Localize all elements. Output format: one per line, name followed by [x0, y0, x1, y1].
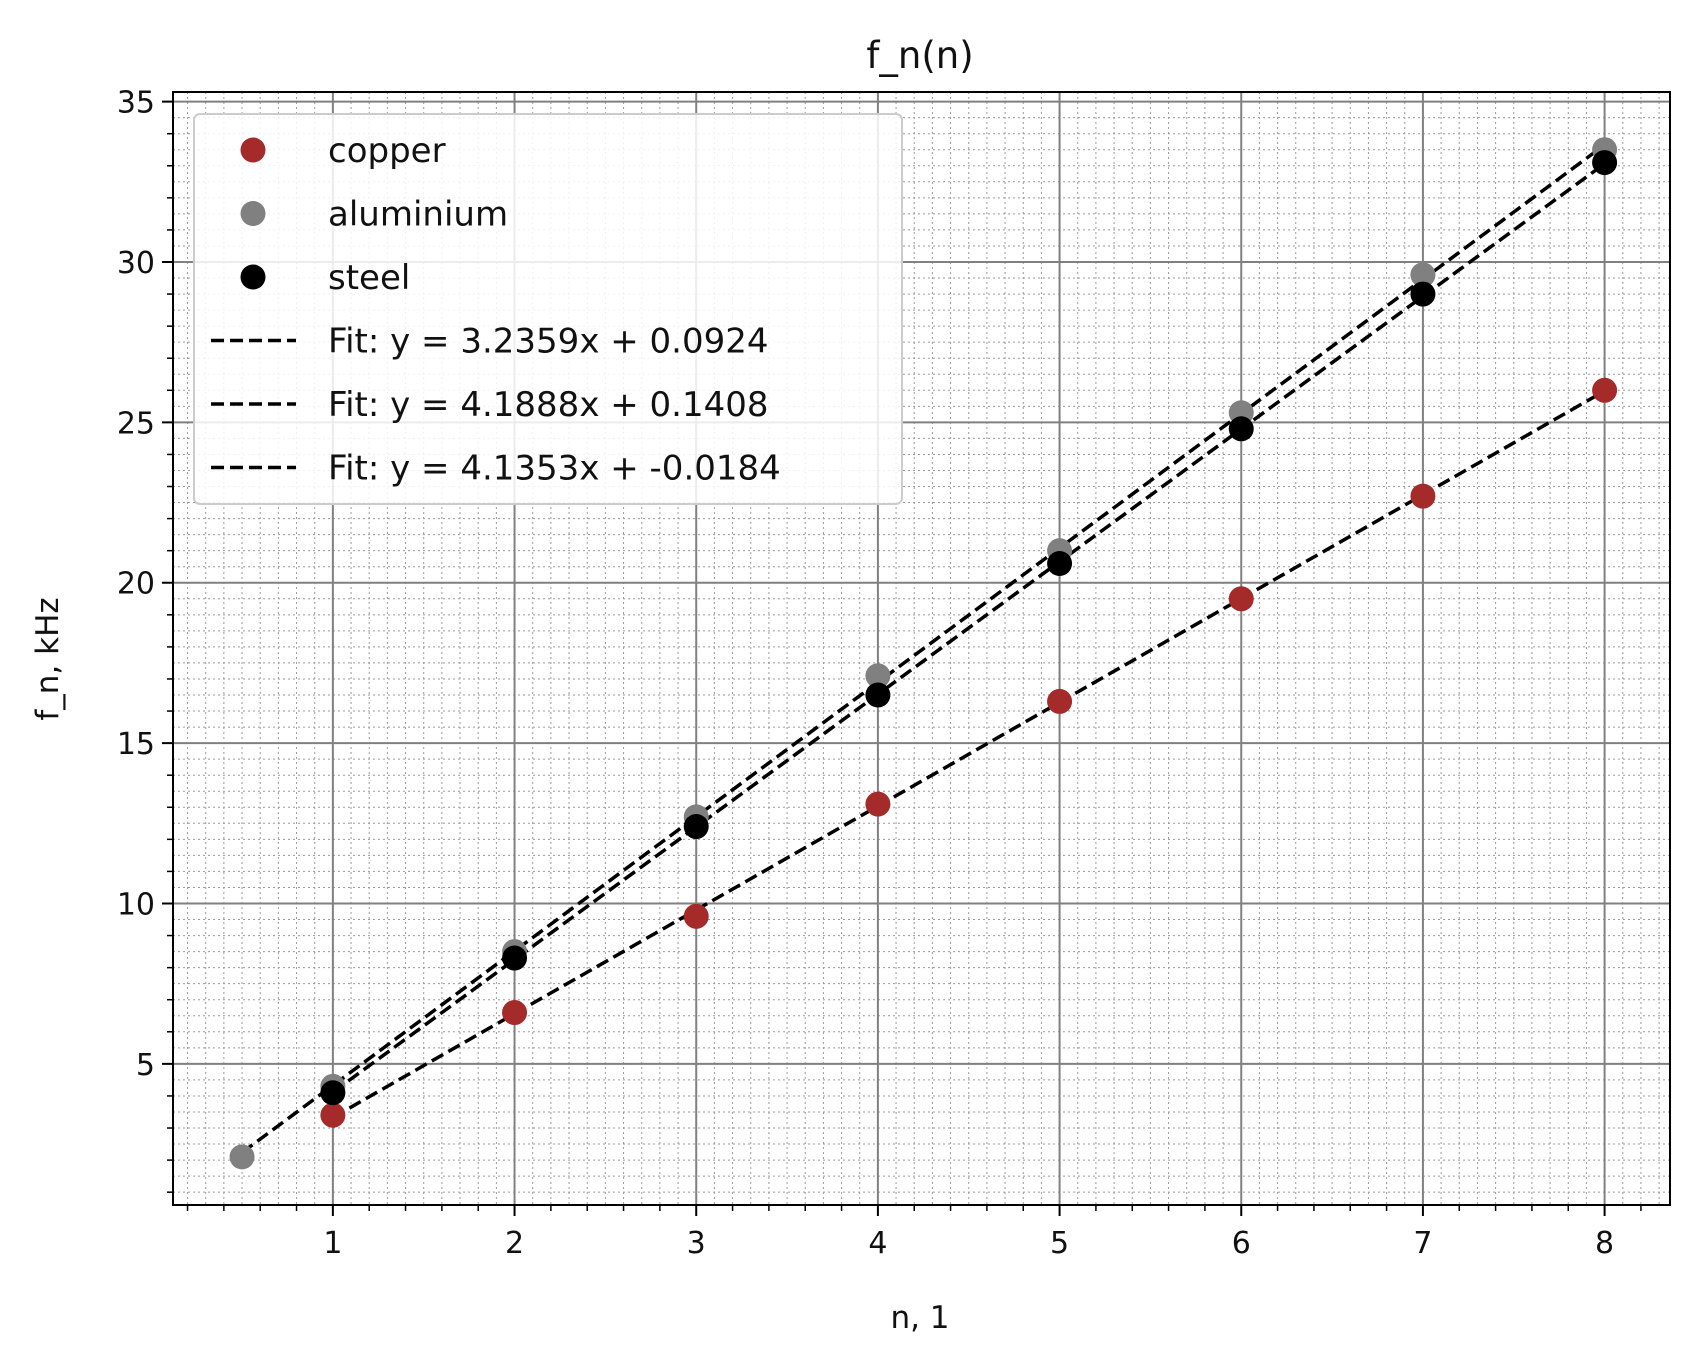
x-tick-label: 7 [1413, 1226, 1432, 1261]
series-copper [320, 377, 1618, 1128]
data-point-steel [683, 814, 709, 840]
fit-line-1 [332, 389, 1606, 1120]
legend-marker-copper [240, 137, 266, 163]
data-point-aluminium [229, 1144, 255, 1170]
x-axis-title: n, 1 [890, 1300, 949, 1336]
x-tick-label: 4 [868, 1226, 887, 1261]
legend-label: Fit: y = 4.1888x + 0.1408 [328, 385, 769, 425]
legend-marker-aluminium [240, 201, 266, 226]
y-axis-title: f_n, kHz [30, 597, 66, 720]
data-point-copper [1047, 688, 1073, 714]
y-tick-label: 20 [117, 567, 155, 602]
data-point-steel [1410, 281, 1436, 307]
data-point-copper [502, 1000, 528, 1026]
data-point-copper [683, 903, 709, 929]
legend-box [193, 113, 903, 505]
chart-title: f_n(n) [866, 34, 973, 77]
legend-label: Fit: y = 4.1353x + -0.0184 [328, 449, 781, 489]
legend-marker-steel [240, 264, 266, 290]
data-point-copper [320, 1102, 346, 1128]
x-tick-label: 1 [323, 1226, 342, 1261]
legend-label: Fit: y = 3.2359x + 0.0924 [328, 322, 769, 362]
axes-frame [172, 91, 1671, 1206]
x-tick-label: 5 [1050, 1226, 1069, 1261]
series-steel [320, 150, 1618, 1106]
data-point-steel [865, 682, 891, 708]
x-tick-label: 3 [687, 1226, 706, 1261]
y-tick-label: 35 [117, 86, 155, 121]
x-tick-label: 2 [505, 1226, 524, 1261]
x-tick-label: 6 [1232, 1226, 1251, 1261]
legend: copper aluminium steel Fit: y = 3.2359x + 0… [193, 113, 903, 505]
legend-label: aluminium [328, 195, 508, 235]
legend-label: steel [328, 258, 410, 298]
plot-area: 1 2 3 4 5 6 7 8 5 10 15 20 25 30 35 copper aluminium stee… [117, 86, 1671, 1261]
x-tick-label: 8 [1595, 1226, 1614, 1261]
data-point-copper [1410, 483, 1436, 509]
fit-line-3 [331, 162, 1606, 1094]
legend-label: copper [328, 131, 446, 171]
data-point-steel [1047, 551, 1073, 577]
data-point-steel [1228, 416, 1254, 442]
fit-line-2 [240, 143, 1606, 1154]
y-tick-label: 10 [117, 887, 155, 922]
y-tick-label: 30 [117, 246, 155, 281]
data-point-aluminium [1410, 262, 1436, 288]
y-tick-label: 15 [117, 727, 155, 762]
data-point-copper [865, 791, 891, 817]
data-point-steel [320, 1080, 346, 1106]
y-tick-label: 25 [117, 406, 155, 441]
major-grid [173, 92, 1670, 1205]
axis-ticks: 1 2 3 4 5 6 7 8 5 10 15 20 25 30 35 [117, 86, 1642, 1261]
data-point-copper [1592, 377, 1618, 403]
y-tick-label: 5 [136, 1048, 155, 1083]
data-point-copper [1228, 586, 1254, 612]
data-point-steel [502, 945, 528, 971]
data-point-steel [1592, 150, 1618, 176]
data-point-aluminium [865, 663, 891, 689]
